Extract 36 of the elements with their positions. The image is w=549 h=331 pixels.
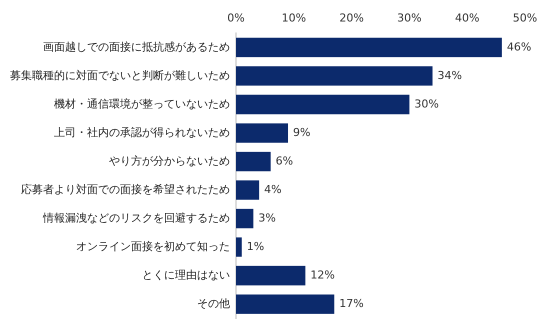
x-tick-label: 30% bbox=[397, 11, 422, 24]
bar bbox=[236, 66, 433, 86]
bar bbox=[236, 94, 410, 114]
data-label: 17% bbox=[339, 297, 364, 310]
data-label: 12% bbox=[310, 268, 335, 282]
data-label: 4% bbox=[264, 182, 282, 196]
y-tick-label: その他 bbox=[197, 297, 230, 310]
y-tick-label: 募集職種的に対面でないと判断が難しいため bbox=[10, 68, 230, 82]
data-label: 30% bbox=[414, 97, 439, 110]
bar bbox=[236, 237, 242, 257]
bar bbox=[236, 123, 288, 143]
y-tick-label: オンライン面接を初めて知った bbox=[76, 240, 230, 253]
data-label: 1% bbox=[246, 240, 264, 253]
y-tick-label: 応募者より対面での面接を希望されたため bbox=[21, 182, 230, 196]
y-tick-label: とくに理由はない bbox=[142, 268, 230, 282]
x-tick-label: 20% bbox=[339, 11, 364, 24]
data-label: 46% bbox=[506, 40, 532, 54]
data-label: 34% bbox=[438, 68, 462, 82]
x-tick-label: 10% bbox=[282, 11, 306, 24]
data-label: 3% bbox=[258, 211, 276, 224]
bar bbox=[236, 208, 254, 228]
bar bbox=[236, 266, 306, 286]
y-tick-label: 上司・社内の承認が得られないため bbox=[54, 126, 230, 139]
bar bbox=[236, 152, 271, 172]
x-tick-label: 40% bbox=[454, 11, 480, 24]
x-tick-label: 0% bbox=[227, 11, 245, 24]
y-tick-label: 画面越しでの面接に抵抗感があるため bbox=[43, 40, 230, 54]
y-tick-label: 情報漏洩などのリスクを回避するため bbox=[42, 211, 230, 224]
x-tick-label: 50% bbox=[512, 11, 538, 24]
bar bbox=[236, 38, 502, 58]
data-label: 6% bbox=[276, 154, 294, 168]
bar bbox=[236, 180, 260, 200]
y-tick-label: やり方が分からないため bbox=[109, 154, 230, 168]
bar bbox=[236, 294, 334, 314]
y-tick-label: 機材・通信環境が整っていないため bbox=[54, 97, 230, 110]
data-label: 9% bbox=[293, 126, 310, 139]
